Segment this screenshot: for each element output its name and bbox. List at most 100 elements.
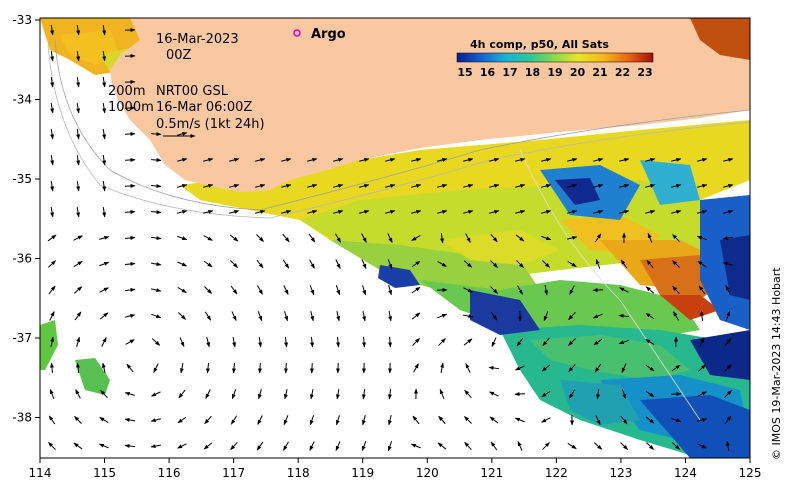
current-arrow [179,337,185,348]
current-arrow [620,415,628,425]
current-arrow [335,441,341,452]
current-arrow [619,157,630,162]
current-arrow [567,157,578,162]
current-arrow [255,183,266,188]
current-arrow [281,157,292,162]
current-arrow [76,154,81,166]
current-arrow [73,442,83,450]
current-arrow [150,210,162,215]
y-tick-label: -37 [12,331,32,345]
current-arrow [464,441,472,451]
current-arrow [437,183,448,188]
current-arrow [541,417,551,423]
current-arrow [517,440,523,451]
current-arrow [361,388,366,400]
current-arrow [177,443,187,449]
current-arrow [48,285,56,295]
current-arrow [620,259,628,269]
current-arrow [49,388,55,399]
current-arrow [76,76,81,88]
current-arrow [541,183,552,188]
current-arrow [671,364,681,372]
depth-label-1000: 1000m [108,100,154,115]
current-arrow [359,209,370,214]
current-arrow [595,258,601,269]
current-arrow [150,418,161,423]
current-arrow [150,444,162,449]
current-arrow [177,209,188,214]
current-arrow [411,157,422,162]
legend-tick-label: 22 [615,66,630,79]
current-arrow [645,209,656,214]
current-arrow [593,157,604,162]
current-arrow [204,311,212,321]
legend-tick-label: 18 [525,66,540,79]
current-arrow [490,233,498,243]
current-arrow [463,260,473,268]
current-arrow [411,209,422,214]
current-arrow [362,285,367,296]
current-arrow [231,389,237,400]
current-arrow [568,312,576,321]
current-arrow [411,234,421,242]
current-arrow [309,285,315,296]
current-arrow [177,131,188,136]
current-arrow [388,310,393,322]
current-arrow [153,363,159,373]
model-time-label: 16-Mar 06:00Z [156,100,252,115]
x-tick-label: 120 [416,466,439,480]
current-arrow [281,183,292,188]
current-arrow [541,209,552,214]
current-arrow [542,442,550,450]
current-arrow [387,415,392,426]
y-tick-label: -36 [12,252,32,266]
current-arrow [282,233,290,243]
current-arrow [178,389,186,399]
current-arrow [411,260,421,268]
current-arrow [385,157,396,162]
current-arrow [567,209,578,214]
current-arrow [359,157,370,162]
current-arrow [50,102,55,114]
current-arrow [284,336,289,348]
current-arrow [723,183,734,188]
current-arrow [75,389,81,399]
current-arrow [620,442,628,450]
current-arrow [672,260,680,268]
current-arrow [229,183,240,188]
legend-tick-label: 21 [592,66,607,79]
current-arrow [463,157,474,162]
current-arrow [102,50,107,62]
current-arrow [307,183,318,188]
colorbar-legend: 4h comp, p50, All Sats 15 16 17 18 19 20 21 22 2… [456,38,654,79]
current-arrow [725,440,730,452]
current-arrow [411,183,422,188]
current-arrow [437,209,448,214]
current-arrow [490,286,498,294]
credit-label: © IMOS 19-Mar-2023 14:43 Hobart [770,267,783,460]
current-arrow [464,416,472,424]
current-arrow [255,209,266,214]
current-arrow [594,233,602,243]
current-arrow [361,441,367,452]
current-arrow [257,362,262,374]
current-arrow [230,260,238,268]
current-arrow [124,287,136,292]
current-arrow [361,259,367,270]
current-arrow [257,389,262,400]
y-axis: -33 -34 -35 -36 -37 -38 [12,13,40,425]
current-arrow [413,363,419,373]
current-arrow [619,287,629,293]
current-arrow [412,415,420,425]
current-arrow [47,260,57,268]
current-arrow [411,312,421,320]
current-arrow [568,338,576,346]
current-arrow [101,362,106,373]
current-arrow [488,365,500,370]
current-arrow [151,391,161,397]
current-arrow [541,390,551,398]
current-arrow [619,183,630,188]
legend-tick-label: 16 [480,66,496,79]
current-arrow [646,442,654,450]
current-arrow [232,336,237,348]
